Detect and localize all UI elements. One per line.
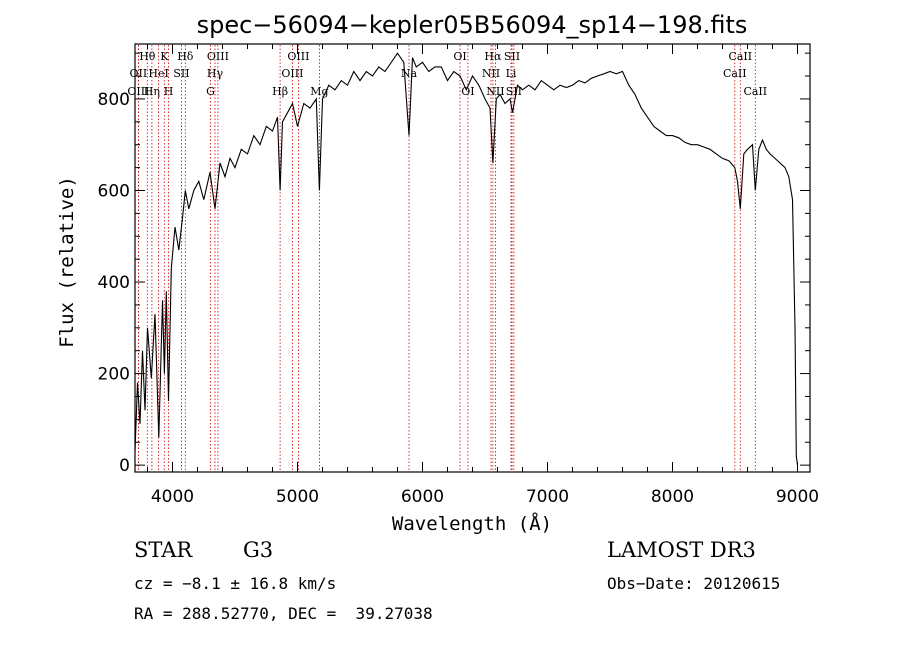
spectral-line-label: Hθ: [139, 50, 156, 63]
spectral-line-label: OIII: [287, 50, 309, 63]
chart-title: spec−56094−kepler05B56094_sp14−198.fits: [197, 11, 748, 39]
spectral-line-label: CaII: [728, 50, 752, 63]
y-tick-label: 0: [119, 456, 130, 476]
spectrum-line: [134, 52, 799, 466]
spectral-line-label: CaII: [743, 85, 767, 98]
x-tick-label: 7000: [526, 487, 569, 507]
spectral-line-label: OIII: [207, 50, 229, 63]
x-tick-label: 9000: [776, 487, 819, 507]
observation-date: Obs−Date: 20120615: [607, 574, 781, 593]
x-axis-label: Wavelength (Å): [392, 512, 552, 535]
spectral-line-label: SII: [506, 85, 522, 98]
spectral-line-label: OIII: [281, 67, 303, 80]
x-tick-label: 4000: [151, 487, 194, 507]
spectral-line-label: Li: [506, 67, 517, 80]
spectral-line-label: CaII: [723, 67, 747, 80]
x-axis-ticks: 4000 5000 6000 7000 8000 9000: [147, 44, 819, 507]
object-type: STAR: [134, 538, 193, 562]
spectral-line-label: HeI: [148, 67, 168, 80]
spectral-subclass: G3: [243, 538, 274, 562]
x-tick-label: 8000: [651, 487, 694, 507]
spectral-line-label: SII: [504, 50, 520, 63]
spectral-line-label: NII: [486, 85, 504, 98]
spectral-line-label: NII: [482, 67, 500, 80]
spectral-line-label: H: [164, 85, 174, 98]
y-tick-label: 600: [98, 181, 130, 201]
y-axis-label: Flux (relative): [56, 176, 78, 348]
y-tick-label: 200: [98, 365, 130, 385]
spectral-line-label: Na: [401, 67, 418, 80]
y-axis-ticks: 0 200 400 600 800: [98, 52, 810, 476]
spectral-line-label: Hη: [144, 85, 160, 98]
x-tick-label: 5000: [276, 487, 319, 507]
spectral-line-label: Hγ: [207, 67, 224, 80]
spectral-line-label: SII: [173, 67, 189, 80]
y-tick-label: 800: [98, 90, 130, 110]
plot-frame: [134, 43, 811, 473]
y-tick-label: 400: [98, 273, 130, 293]
spectral-line-label: Hβ: [272, 85, 288, 98]
spectral-line-label: OIII: [127, 85, 149, 98]
spectral-line-label: OI: [461, 85, 474, 98]
spectral-line-label: K: [160, 50, 169, 63]
spectral-line-label: Hδ: [177, 50, 194, 63]
coordinates: RA = 288.52770, DEC = 39.27038: [134, 604, 433, 623]
spectral-line-label: OII: [130, 67, 148, 80]
spectral-line-markers: [137, 45, 756, 471]
spectral-line-label: OI: [453, 50, 466, 63]
survey-name: LAMOST DR3: [607, 538, 756, 562]
spectral-line-label: G: [206, 85, 215, 98]
x-tick-label: 6000: [401, 487, 444, 507]
redshift-info: cz = −8.1 ± 16.8 km/s: [134, 574, 337, 593]
spectral-line-label: Hα: [484, 50, 502, 63]
